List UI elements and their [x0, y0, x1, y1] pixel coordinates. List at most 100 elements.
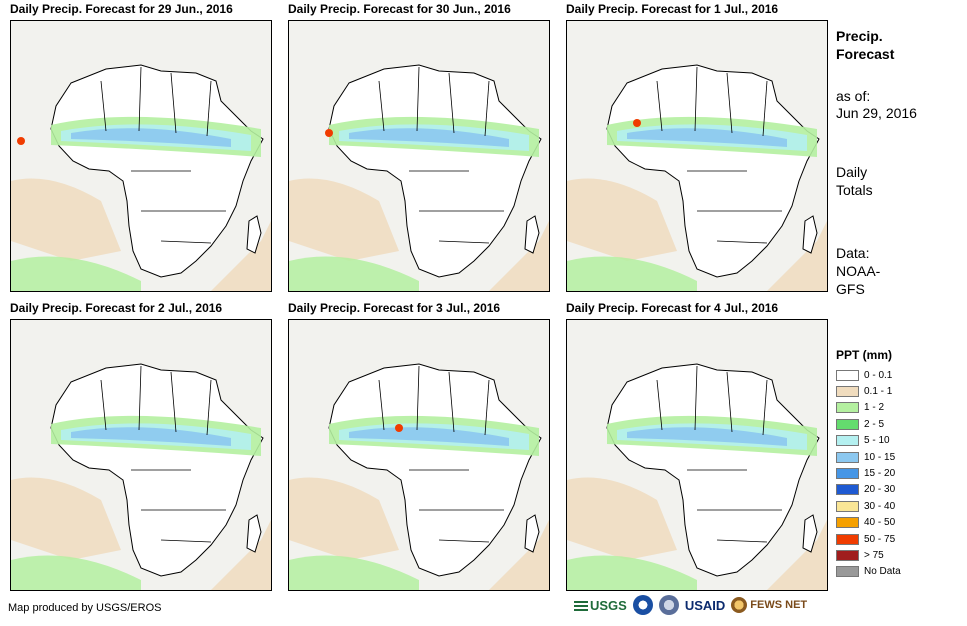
- precip-map: [288, 319, 550, 591]
- ocean-precip-area: [567, 477, 677, 560]
- legend-row: 15 - 20: [836, 465, 901, 481]
- ocean-precip-area: [289, 555, 419, 590]
- precip-map: [10, 20, 272, 292]
- legend-label: 5 - 10: [864, 435, 890, 447]
- legend-row: 20 - 30: [836, 482, 901, 498]
- ocean-precip-area: [567, 256, 697, 291]
- noaa-logo-icon: [632, 595, 653, 615]
- legend-label: 0.1 - 1: [864, 386, 893, 398]
- panel-title: Daily Precip. Forecast for 29 Jun., 2016: [10, 2, 233, 16]
- madagascar: [524, 215, 540, 254]
- ocean-precip-area: [489, 520, 549, 590]
- madagascar: [802, 215, 818, 254]
- legend-label: 50 - 75: [864, 533, 896, 545]
- forecast-panel-2: Daily Precip. Forecast for 30 Jun., 2016: [288, 2, 550, 292]
- panel-title: Daily Precip. Forecast for 2 Jul., 2016: [10, 301, 223, 315]
- rainfall-band: [627, 128, 787, 147]
- data-source-2: NOAA-: [836, 263, 881, 279]
- asof-label: as of:: [836, 88, 871, 104]
- ocean-precip-area: [11, 178, 121, 261]
- legend-swatch: [836, 484, 859, 496]
- country-border: [656, 379, 663, 431]
- legend-row: 0.1 - 1: [836, 383, 901, 399]
- madagascar: [524, 514, 540, 553]
- country-border: [762, 379, 768, 436]
- map-svg: [567, 64, 827, 291]
- heavy-rain-cell: [17, 137, 25, 145]
- legend-swatch: [836, 517, 859, 529]
- rainfall-band: [349, 128, 509, 147]
- country-border: [716, 539, 768, 543]
- legend-row: 50 - 75: [836, 531, 901, 547]
- ocean-precip-area: [289, 477, 399, 560]
- map-svg: [11, 64, 271, 291]
- legend-label: 2 - 5: [864, 418, 885, 430]
- country-border: [416, 365, 420, 431]
- legend-row: 10 - 15: [836, 449, 901, 465]
- panel-title: Daily Precip. Forecast for 1 Jul., 2016: [566, 2, 779, 16]
- nasa-seal-icon: [658, 595, 679, 615]
- country-border: [100, 80, 107, 132]
- country-border: [438, 240, 490, 244]
- totals-line-1: Daily: [836, 164, 868, 180]
- precip-map: [566, 20, 828, 292]
- madagascar: [246, 215, 262, 254]
- legend-swatch: [836, 418, 859, 430]
- legend: PPT (mm) 0 - 0.1 0.1 - 1 1 - 2 2 - 5 5 - 10 1…: [836, 348, 901, 580]
- country-border: [100, 379, 107, 431]
- legend-row: 40 - 50: [836, 515, 901, 531]
- forecast-panel-5: Daily Precip. Forecast for 3 Jul., 2016: [288, 301, 550, 591]
- map-svg: [567, 363, 827, 590]
- ocean-precip-area: [767, 520, 827, 590]
- country-border: [206, 379, 212, 436]
- asof-date: Jun 29, 2016: [836, 105, 917, 121]
- heavy-rain-cell: [395, 424, 403, 432]
- precip-map: [288, 20, 550, 292]
- ocean-precip-area: [767, 221, 827, 291]
- legend-label: 20 - 30: [864, 484, 896, 496]
- country-border: [448, 72, 455, 134]
- country-border: [138, 66, 142, 132]
- map-svg: [11, 363, 271, 590]
- ocean-precip-area: [289, 178, 399, 261]
- country-border: [378, 80, 385, 132]
- country-border: [484, 379, 490, 436]
- usgs-wave-icon: [574, 599, 588, 611]
- ocean-precip-area: [567, 555, 697, 590]
- country-border: [160, 539, 212, 543]
- side-title-1: Precip.: [836, 28, 883, 44]
- legend-label: > 75: [864, 549, 884, 561]
- country-border: [484, 80, 490, 137]
- rainfall-band: [71, 128, 231, 147]
- country-border: [448, 371, 455, 433]
- credit-text: Map produced by USGS/EROS: [8, 602, 162, 614]
- legend-title: PPT (mm): [836, 348, 893, 362]
- madagascar: [246, 514, 262, 553]
- legend-swatch: [836, 566, 859, 578]
- legend-label: 40 - 50: [864, 517, 896, 529]
- fews-net-logo: FEWS NET: [731, 597, 807, 613]
- legend-label: 0 - 0.1: [864, 369, 893, 381]
- usgs-logo: USGS: [574, 598, 627, 613]
- fews-globe-icon: [731, 597, 748, 613]
- madagascar: [802, 514, 818, 553]
- map-svg: [289, 363, 549, 590]
- country-border: [138, 365, 142, 431]
- legend-label: No Data: [864, 566, 901, 578]
- ocean-precip-area: [289, 256, 419, 291]
- rainfall-band: [349, 427, 509, 446]
- legend-row: No Data: [836, 564, 901, 580]
- forecast-panel-3: Daily Precip. Forecast for 1 Jul., 2016: [566, 2, 828, 292]
- country-border: [416, 66, 420, 132]
- legend-label: 15 - 20: [864, 468, 896, 480]
- legend-label: 30 - 40: [864, 500, 896, 512]
- country-border: [656, 80, 663, 132]
- heavy-rain-cell: [633, 119, 641, 127]
- legend-row: 1 - 2: [836, 400, 901, 416]
- country-border: [726, 72, 733, 134]
- legend-label: 10 - 15: [864, 451, 896, 463]
- data-source-3: GFS: [836, 281, 865, 297]
- ocean-precip-area: [489, 221, 549, 291]
- country-border: [726, 371, 733, 433]
- ocean-precip-area: [211, 520, 271, 590]
